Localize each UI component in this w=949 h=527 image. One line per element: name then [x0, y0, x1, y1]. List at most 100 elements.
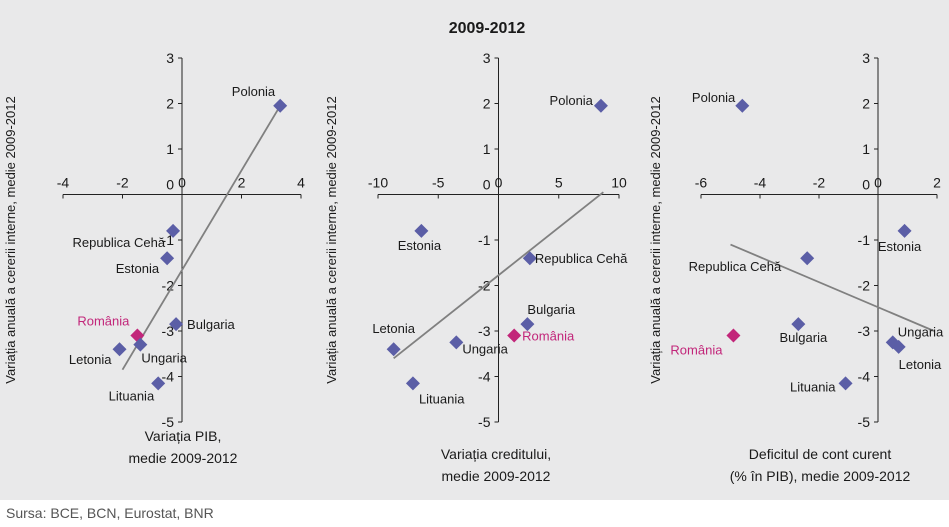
- panel-1-y-tick-label: -5: [162, 414, 175, 430]
- panel-2-point-label: Ungaria: [462, 341, 508, 356]
- chart-figure: 2009-2012 -4 -2 0 2 4-5-4-3-2-10123Variația …: [3, 20, 944, 484]
- panel-3-point-marker: [726, 328, 741, 343]
- panel-3-point-marker: [735, 98, 750, 113]
- panel-3-x-axis-label-line: (% în PIB), medie 2009-2012: [730, 468, 911, 484]
- panel-2-y-tick-label: -1: [478, 232, 491, 248]
- panel-3-y-tick-label: -1: [858, 232, 871, 248]
- panel-3-x-tick-label: 2: [933, 175, 941, 191]
- panel-2-x-tick-label: 10: [611, 175, 627, 191]
- panel-1-y-tick-label: 3: [166, 50, 174, 66]
- panel-1-trendline: [121, 105, 281, 371]
- panel-1-point-label: Ungaria: [141, 351, 187, 366]
- panel-1-y-tick-label: -4: [162, 369, 175, 385]
- panel-2-point-marker: [405, 376, 420, 391]
- figure-title: 2009-2012: [449, 20, 526, 37]
- panel-3-x-tick-label: -6: [695, 175, 708, 191]
- panel-1-x-tick-label: 2: [238, 175, 246, 191]
- panel-2-point-marker: [414, 223, 429, 238]
- panel-3-point-label: Estonia: [878, 239, 922, 254]
- panel-1-point-marker: [151, 376, 166, 391]
- panel-1-point-marker: [166, 223, 181, 238]
- panel-2-point-label: România: [522, 329, 575, 344]
- panel-2-y-tick-label: -5: [478, 414, 491, 430]
- panel-1-point-marker: [273, 98, 288, 113]
- panel-2-point-marker: [507, 328, 522, 343]
- panel-1-x-tick-label: -4: [57, 175, 70, 191]
- panel-3-x-tick-label: -4: [754, 175, 767, 191]
- panel-3-y-tick-label: 0: [862, 177, 870, 193]
- figure-panel: 2009-2012 -4 -2 0 2 4 -5 -4 -3 -2 -1 0 1 2 3 Variația …: [0, 0, 949, 500]
- panel-1-x-axis-label-line: Variația PIB,: [145, 428, 222, 444]
- panel-2-point-label: Polonia: [550, 93, 594, 108]
- panel-3-y-axis-label: Variația anuală a cererii interne, medie…: [648, 96, 663, 383]
- panel-1-x-axis-label-line: medie 2009-2012: [129, 450, 238, 466]
- panel-1-point-label: Letonia: [69, 352, 112, 367]
- panel-3-point-label: Lituania: [790, 379, 836, 394]
- panel-1-point-marker: [112, 342, 127, 357]
- panel-1-x-axis-label: Variația PIB, medie 2009-2012: [129, 428, 238, 466]
- panel-2-x-tick-label: 0: [495, 175, 503, 191]
- panel-3-point-label: Bulgaria: [779, 330, 827, 345]
- panel-1-point-label: Polonia: [232, 84, 276, 99]
- panel-3-point-marker: [800, 251, 815, 266]
- panel-1-point-label: Estonia: [116, 261, 160, 276]
- panel-2-y-tick-label: 2: [483, 96, 491, 112]
- panel-1-y-tick-label: 0: [166, 177, 174, 193]
- panel-3-y-tick-label: 1: [862, 141, 870, 157]
- panel-3-y-tick-label: 2: [862, 96, 870, 112]
- panel-3-trendline: [730, 243, 935, 332]
- panel-2-x-tick-label: -10: [368, 175, 388, 191]
- panel-3-point-marker: [891, 339, 906, 354]
- panel-3-y-tick-label: -2: [858, 278, 871, 294]
- panel-3-x-axis-label-line: Deficitul de cont curent: [749, 446, 892, 462]
- panel-3-point-label: Republica Cehă: [689, 259, 782, 274]
- panel-1-y-axis-label: Variația anuală a cererii interne, medie…: [3, 96, 18, 383]
- panel-2-point-label: Estonia: [398, 238, 442, 253]
- panel-3-x-axis-label: Deficitul de cont curent (% în PIB), medi…: [730, 446, 911, 484]
- panel-3-y-tick-label: 3: [862, 50, 870, 66]
- panel-2-y-tick-label: -4: [478, 369, 491, 385]
- panel-1-x-tick-label: -2: [116, 175, 129, 191]
- panel-3-point-marker: [897, 223, 912, 238]
- panel-1-x-tick-label: 0: [178, 175, 186, 191]
- panel-1-point-marker: [133, 337, 148, 352]
- panel-2-point-marker: [520, 317, 535, 332]
- panel-2-point-marker: [593, 98, 608, 113]
- panel-1-point-marker: [160, 251, 175, 266]
- panel-2-trendline: [393, 191, 604, 360]
- panel-2-y-tick-label: 0: [483, 177, 491, 193]
- panel-2-y-tick-label: -3: [478, 323, 491, 339]
- panel-2-x-tick-label: -5: [432, 175, 445, 191]
- panel-1-y-tick-label: -3: [162, 323, 175, 339]
- panel-2-x-axis-label-line: medie 2009-2012: [442, 468, 551, 484]
- panel-2-point-label: Letonia: [372, 321, 415, 336]
- panel-2-point-marker: [522, 251, 537, 266]
- panel-2-x-axis-label: Variația creditului, medie 2009-2012: [441, 446, 551, 484]
- panel-2-x-tick-label: 5: [555, 175, 563, 191]
- panel-2-point-label: Republica Cehă: [535, 251, 628, 266]
- source-note: Sursa: BCE, BCN, Eurostat, BNR: [6, 505, 214, 521]
- panel-2-point-marker: [386, 342, 401, 357]
- panel-3-point-label: Ungaria: [898, 324, 944, 339]
- panel-3-point-label: Polonia: [692, 90, 736, 105]
- panel-3-y-tick-label: -5: [858, 414, 871, 430]
- panel-2-y-tick-label: 3: [483, 50, 491, 66]
- panel-1-point-marker: [169, 317, 184, 332]
- panel-1-x-tick-label: 4: [297, 175, 305, 191]
- panel-3-x-tick-label: -2: [813, 175, 826, 191]
- panel-3-x-tick-label: 0: [874, 175, 882, 191]
- panel-1-y-tick-label: 1: [166, 141, 174, 157]
- panel-3-y-tick-label: -3: [858, 323, 871, 339]
- panel-3-point-marker: [838, 376, 853, 391]
- panel-2-y-axis-label: Variația anuală a cererii interne, medie…: [324, 96, 339, 383]
- panel-1-point-label: România: [77, 314, 130, 329]
- panel-2-point-label: Lituania: [419, 391, 465, 406]
- panel-3-point-marker: [791, 317, 806, 332]
- panel-1-y-tick-label: 2: [166, 96, 174, 112]
- panel-2-point-marker: [449, 335, 464, 350]
- panel-2-y-tick-label: 1: [483, 141, 491, 157]
- panel-2-point-label: Bulgaria: [527, 302, 575, 317]
- panel-1-point-label: Republica Cehă: [73, 235, 166, 250]
- panel-3-point-label: România: [670, 343, 723, 358]
- panel-2-x-axis-label-line: Variația creditului,: [441, 446, 551, 462]
